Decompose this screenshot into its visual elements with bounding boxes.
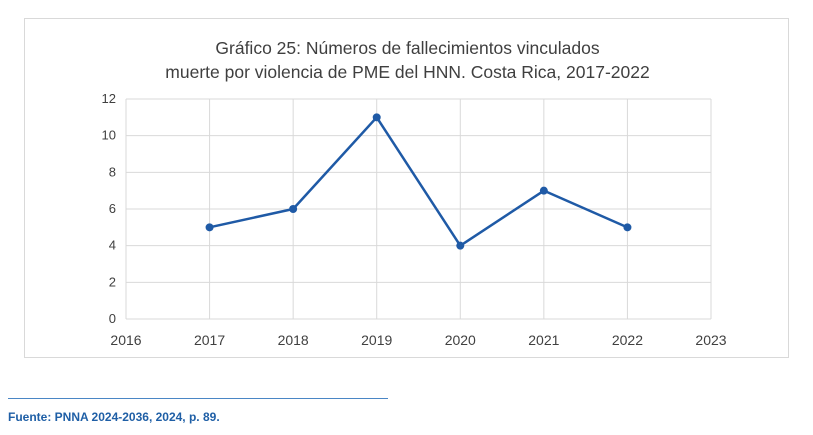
chart-frame: Gráfico 25: Números de fallecimientos vi… [24, 18, 789, 358]
y-tick-label: 8 [109, 164, 116, 179]
y-tick-label: 12 [102, 91, 116, 106]
x-tick-label: 2019 [361, 332, 392, 348]
y-tick-label: 6 [109, 201, 116, 216]
y-tick-label: 10 [102, 128, 116, 143]
x-tick-label: 2016 [110, 332, 141, 348]
x-tick-label: 2018 [278, 332, 309, 348]
data-point [623, 223, 632, 232]
data-point [372, 113, 381, 122]
chart-title-line-2: muerte por violencia de PME del HNN. Cos… [165, 62, 650, 82]
data-point [539, 186, 548, 195]
chart-title-line-1: Gráfico 25: Números de fallecimientos vi… [215, 38, 600, 58]
x-tick-label: 2022 [612, 332, 643, 348]
x-tick-label: 2017 [194, 332, 225, 348]
chart-title: Gráfico 25: Números de fallecimientos vi… [25, 36, 790, 84]
y-tick-label: 2 [109, 274, 116, 289]
data-point [456, 241, 465, 250]
source-note: Fuente: PNNA 2024-2036, 2024, p. 89. [8, 410, 220, 424]
x-tick-label: 2021 [528, 332, 559, 348]
source-divider [8, 398, 388, 399]
line-chart: 0 2 4 6 8 10 12 2016 2017 2018 2019 2020 2021 2022 202… [102, 91, 727, 348]
x-tick-label: 2023 [695, 332, 726, 348]
y-tick-label: 0 [109, 311, 116, 326]
data-point [205, 223, 214, 232]
data-point [289, 205, 298, 213]
x-tick-label: 2020 [445, 332, 476, 348]
series-line [209, 116, 628, 247]
y-tick-label: 4 [109, 238, 116, 253]
